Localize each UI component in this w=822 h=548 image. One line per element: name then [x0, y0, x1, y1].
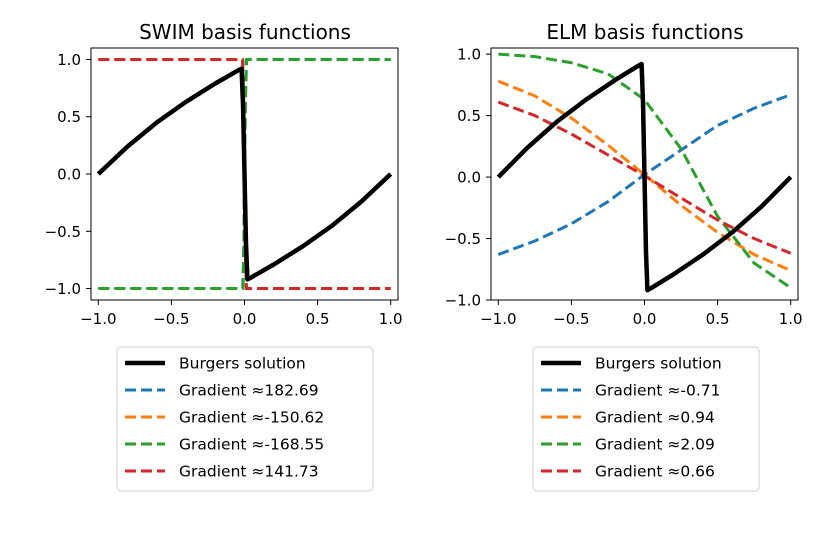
elm-legend-box: [532, 346, 760, 492]
swim-ticks: −1.0 −0.5 0.0 0.5 1.0 1.0 0.5 0.0 −0.5 −1.0: [45, 51, 403, 328]
swim-xtick-label: −1.0: [80, 310, 116, 328]
elm-legend: Burgers solution Gradient ≈-0.71 Gradient …: [532, 346, 760, 492]
elm-series-3-line: [498, 52, 792, 289]
swim-legend: Burgers solution Gradient ≈182.69 Gradient…: [116, 346, 374, 492]
elm-xtick-label: −0.5: [553, 310, 589, 328]
swim-legend-box: [116, 346, 374, 492]
swim-xtick-label: −0.5: [153, 310, 189, 328]
swim-ytick-label: −0.5: [45, 223, 81, 241]
elm-ytick-label: −1.0: [445, 292, 481, 310]
elm-series-2-line: [497, 79, 792, 272]
elm-legend-label: Gradient ≈2.09: [595, 436, 715, 454]
elm-legend-label: Gradient ≈-0.71: [595, 382, 720, 400]
swim-series-0-line: [96, 66, 393, 282]
swim-chart: SWIM basis functions −1.0 −0.5 0.0 0.5 1.0 1.…: [45, 20, 403, 492]
swim-xtick-label: 0.5: [306, 310, 330, 328]
elm-legend-label: Gradient ≈0.66: [595, 463, 715, 481]
elm-xtick-label: 0.0: [633, 310, 657, 328]
elm-ytick-label: −0.5: [445, 230, 481, 248]
elm-ytick-label: 1.0: [457, 46, 481, 64]
elm-series-0-line: [496, 61, 793, 293]
elm-legend-label: Gradient ≈0.94: [595, 409, 715, 427]
elm-ytick-label: 0.5: [457, 107, 481, 125]
elm-ytick-label: 0.0: [457, 169, 481, 187]
swim-ytick-label: −1.0: [45, 280, 81, 298]
swim-chart-title: SWIM basis functions: [139, 20, 351, 44]
swim-ytick-label: 0.0: [57, 166, 81, 184]
elm-xtick-label: 0.5: [706, 310, 730, 328]
swim-legend-label: Gradient ≈-168.55: [179, 436, 324, 454]
swim-ytick-label: 1.0: [57, 51, 81, 69]
swim-legend-label: Gradient ≈141.73: [179, 463, 319, 481]
swim-series-group: [96, 57, 393, 291]
elm-xtick-label: −1.0: [480, 310, 516, 328]
swim-legend-label: Gradient ≈182.69: [179, 382, 319, 400]
elm-xtick-label: 1.0: [779, 310, 803, 328]
elm-legend-label: Burgers solution: [595, 355, 722, 373]
swim-xtick-label: 0.0: [233, 310, 257, 328]
elm-series-group: [496, 52, 793, 293]
swim-xtick-label: 1.0: [379, 310, 403, 328]
elm-chart: ELM basis functions −1.0 −0.5 0.0 0.5 1.0 1.0…: [445, 20, 803, 492]
elm-chart-title: ELM basis functions: [546, 20, 743, 44]
swim-legend-label: Burgers solution: [179, 355, 306, 373]
swim-legend-label: Gradient ≈-150.62: [179, 409, 324, 427]
elm-ticks: −1.0 −0.5 0.0 0.5 1.0 1.0 0.5 0.0 −0.5 −1.0: [445, 46, 803, 328]
swim-ytick-label: 0.5: [57, 108, 81, 126]
